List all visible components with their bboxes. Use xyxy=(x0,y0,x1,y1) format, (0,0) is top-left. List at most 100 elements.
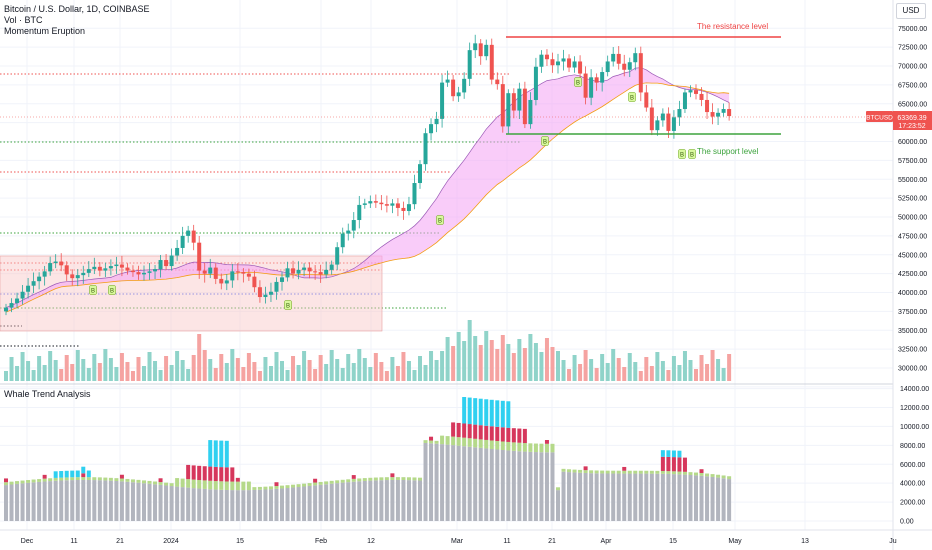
candle-body xyxy=(158,260,163,270)
candle-body xyxy=(97,266,102,271)
currency-button[interactable]: USD xyxy=(896,3,926,19)
hist-cyan xyxy=(219,440,224,468)
hist-gray xyxy=(59,480,64,521)
time-axis[interactable]: Dec 11 21 2024 15 Feb 12 Mar 11 21 Apr 15 May 13 Ju xyxy=(21,538,897,545)
time-tick-label: Mar xyxy=(451,538,464,545)
hist-green xyxy=(611,470,616,474)
hist-gray xyxy=(230,490,235,521)
time-tick-label: 21 xyxy=(548,538,556,545)
hist-green xyxy=(48,478,53,482)
volume-bar xyxy=(539,352,544,381)
lower-tick-label: 2000.00 xyxy=(900,500,925,507)
hist-green xyxy=(175,478,180,487)
volume-bar xyxy=(495,349,500,381)
hist-cyan xyxy=(473,398,478,425)
volume-bar xyxy=(528,334,533,381)
volume-bar xyxy=(15,366,20,381)
candle-body xyxy=(180,235,185,248)
hist-red xyxy=(495,426,500,441)
volume-bar xyxy=(235,358,240,381)
volume-bar xyxy=(42,365,47,381)
hist-gray xyxy=(340,482,345,521)
candle-body xyxy=(31,281,36,286)
volume-bar xyxy=(379,362,384,381)
volume-bar xyxy=(351,363,356,381)
candle-body xyxy=(357,204,362,221)
candle-body xyxy=(92,266,97,270)
candle-body xyxy=(622,63,627,70)
candle-body xyxy=(484,44,489,57)
lower-axis[interactable]: 0.00 2000.00 4000.00 6000.00 8000.00 10000.00… xyxy=(900,386,929,525)
hist-green xyxy=(467,438,472,447)
candle-body xyxy=(42,271,47,277)
candle-body xyxy=(699,93,704,100)
hist-green xyxy=(318,481,323,485)
hist-gray xyxy=(395,479,400,521)
volume-bar xyxy=(666,370,671,381)
hist-red xyxy=(213,466,218,482)
hist-green xyxy=(119,478,124,482)
hist-gray xyxy=(401,480,406,521)
volume-bar xyxy=(556,351,560,381)
momentum-cloud xyxy=(5,67,730,313)
volume-bar xyxy=(362,358,367,381)
candle-body xyxy=(103,268,108,271)
candle-body xyxy=(70,274,75,279)
hist-green xyxy=(340,479,345,483)
cloud-fill xyxy=(6,67,730,313)
volume-legend[interactable]: Vol · BTC xyxy=(4,15,43,25)
lower-pane-title[interactable]: Whale Trend Analysis xyxy=(4,389,91,399)
hist-gray xyxy=(219,489,224,521)
hist-green xyxy=(9,481,14,485)
hist-gray xyxy=(556,490,560,521)
symbol-title[interactable]: Bitcoin / U.S. Dollar, 1D, COINBASE xyxy=(4,4,150,14)
time-tick-label: Apr xyxy=(601,538,613,545)
candle-body xyxy=(611,53,616,62)
hist-gray xyxy=(511,450,516,521)
candle-body xyxy=(589,77,594,98)
volume-bar xyxy=(721,368,726,381)
hist-gray xyxy=(627,473,632,521)
candle-body xyxy=(533,66,538,100)
hist-red xyxy=(456,422,461,438)
hist-gray xyxy=(622,473,627,521)
hist-gray xyxy=(357,481,362,521)
hist-green xyxy=(291,484,296,488)
price-axis[interactable]: 30000.00 32500.00 35000.00 37500.00 40000.00… xyxy=(898,26,927,373)
price-tick-label: 37500.00 xyxy=(898,309,927,316)
hist-green xyxy=(445,436,450,445)
hist-green xyxy=(605,470,610,474)
volume-bar xyxy=(429,351,434,381)
hist-green xyxy=(235,481,240,491)
volume-bar xyxy=(473,336,478,381)
hist-gray xyxy=(677,474,682,521)
hist-green xyxy=(688,472,693,475)
candle-body xyxy=(489,44,494,80)
hist-red xyxy=(42,474,47,479)
hist-green xyxy=(213,481,218,490)
hist-green xyxy=(208,480,213,490)
candle-body xyxy=(219,278,224,284)
candle-body xyxy=(252,276,257,288)
hist-red xyxy=(4,478,8,483)
hist-green xyxy=(484,439,489,449)
hist-green xyxy=(257,486,262,490)
hist-gray xyxy=(572,472,577,521)
hist-green xyxy=(473,438,478,448)
hist-gray xyxy=(379,480,384,521)
volume-bar xyxy=(644,357,649,381)
hist-gray xyxy=(644,473,649,521)
hist-red xyxy=(511,428,516,443)
volume-bar xyxy=(340,368,345,381)
hist-green xyxy=(627,470,632,474)
candle-body xyxy=(346,230,351,234)
volume-bar xyxy=(4,371,8,381)
hist-green xyxy=(202,480,207,489)
hist-red xyxy=(677,457,682,472)
hist-red xyxy=(671,457,676,472)
buy-marker xyxy=(89,285,97,295)
candle-body xyxy=(37,276,42,282)
indicator-legend[interactable]: Momentum Eruption xyxy=(4,26,86,36)
hist-green xyxy=(329,480,334,484)
